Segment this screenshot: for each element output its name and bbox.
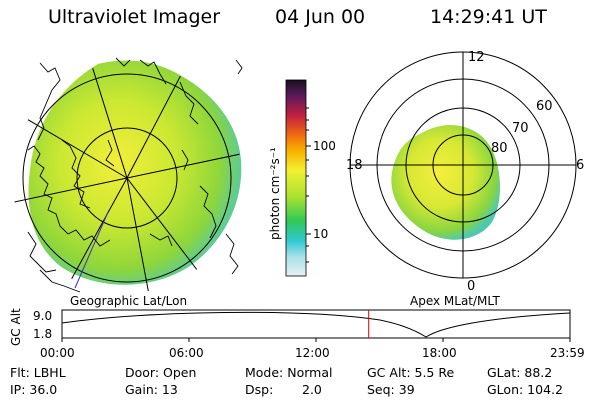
- altitude-y-tick-9: 9.0: [33, 309, 52, 323]
- gain-info: Gain: 13: [125, 382, 178, 397]
- aurora-image-geographic: [28, 60, 242, 285]
- geographic-panel: [12, 57, 243, 293]
- orbit-track-line: [74, 211, 109, 289]
- mlat-label-70: 70: [512, 121, 529, 136]
- magnetic-panel: 12 0 18 6 60 70 80: [346, 50, 584, 294]
- altitude-y-label: GC Alt: [9, 308, 23, 346]
- magnetic-label: Apex MLat/MLT: [410, 294, 500, 308]
- date-label: 04 Jun 00: [275, 6, 366, 28]
- geographic-label: Geographic Lat/Lon: [70, 294, 187, 308]
- mlt-label-6: 6: [576, 158, 584, 173]
- colorbar: 100 10 photon cm⁻²s⁻¹: [268, 79, 336, 277]
- instrument-title: Ultraviolet Imager: [48, 6, 221, 28]
- polar-grid: [349, 51, 577, 279]
- mlat-label-60: 60: [536, 99, 553, 114]
- altitude-x-tick-2359: 23:59: [550, 346, 585, 360]
- mlat-label-80: 80: [491, 141, 508, 156]
- dsp-info-value: 2.0: [302, 382, 322, 397]
- colorbar-tick-10: 10: [313, 227, 328, 241]
- door-info: Door: Open: [125, 365, 197, 380]
- aurora-image-magnetic: [391, 124, 500, 240]
- altitude-x-tick-0600: 06:00: [169, 346, 204, 360]
- mlt-label-0: 0: [467, 279, 475, 294]
- ip-info: IP: 36.0: [10, 382, 58, 397]
- geographic-grid: [12, 63, 242, 293]
- mlt-label-12: 12: [468, 50, 485, 65]
- coastlines: [27, 57, 243, 293]
- glat-info: GLat: 88.2: [487, 365, 553, 380]
- altitude-x-tick-0000: 00:00: [40, 346, 75, 360]
- colorbar-gradient: [285, 79, 307, 277]
- altitude-x-ticks: [61, 338, 571, 342]
- colorbar-tick-100: 100: [313, 139, 336, 153]
- seq-info: Seq: 39: [367, 382, 415, 397]
- colorbar-unit-label: photon cm⁻²s⁻¹: [268, 147, 282, 240]
- gc-alt-info: GC Alt: 5.5 Re: [367, 365, 455, 380]
- altitude-plot: GC Alt 9.0 1.8 00:00 06:00 12:00 18:00 2…: [9, 308, 585, 360]
- filter-info: Flt: LBHL: [10, 365, 66, 380]
- altitude-curve: [61, 311, 571, 338]
- dsp-info-label: Dsp:: [245, 382, 274, 397]
- altitude-x-tick-1800: 18:00: [422, 346, 457, 360]
- mode-info: Mode: Normal: [245, 365, 333, 380]
- altitude-y-tick-1-8: 1.8: [33, 327, 52, 341]
- time-label: 14:29:41 UT: [430, 6, 547, 28]
- altitude-x-tick-1200: 12:00: [295, 346, 330, 360]
- mlt-label-18: 18: [346, 158, 363, 173]
- glon-info: GLon: 104.2: [487, 382, 563, 397]
